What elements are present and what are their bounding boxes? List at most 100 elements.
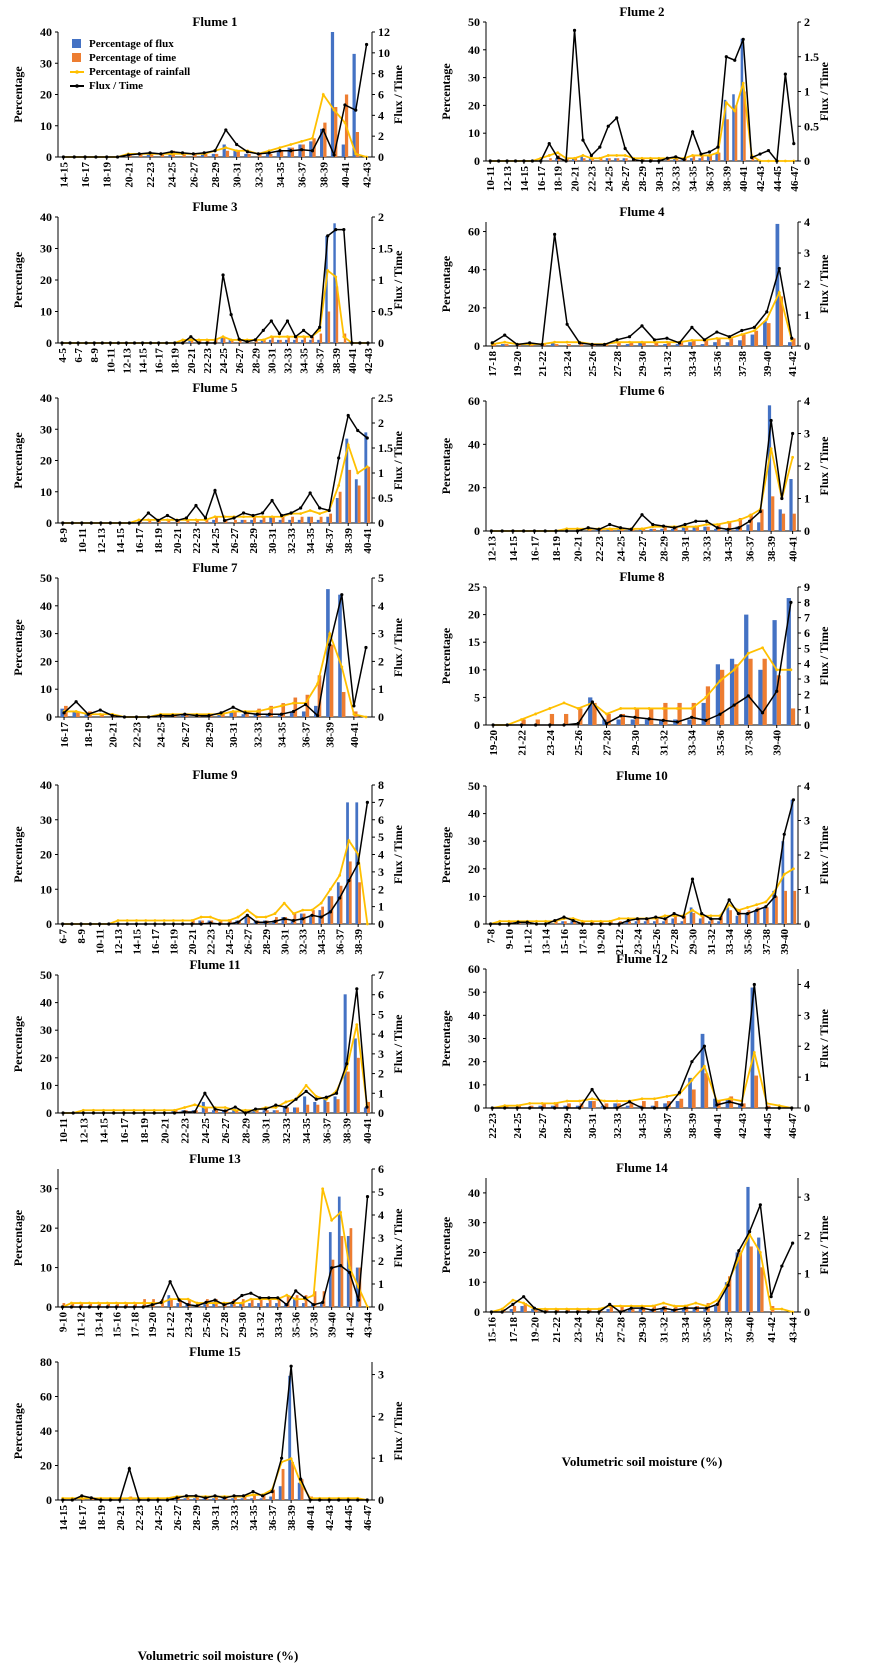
bar-percentage-of-flux [298, 144, 302, 157]
y2-axis-label: Flux / Time [817, 626, 831, 686]
bar-percentage-of-time [290, 147, 295, 157]
bar-percentage-of-flux [72, 711, 77, 717]
bar-percentage-of-time [508, 921, 512, 924]
panel-title: Flume 2 [619, 4, 664, 19]
point-flux-per-time [126, 153, 130, 157]
point-percentage-of-rainfall [576, 527, 579, 531]
bar-percentage-of-time [331, 1259, 335, 1307]
legend-label: Percentage of rainfall [89, 66, 190, 78]
point-flux-per-time [110, 714, 114, 718]
point-flux-per-time [780, 496, 784, 501]
x-tick-label: 25-26 [594, 1317, 606, 1343]
bar-percentage-of-flux [561, 921, 564, 924]
bar-percentage-of-flux [605, 158, 609, 161]
bar-percentage-of-flux [708, 921, 711, 924]
point-flux-per-time [107, 922, 111, 926]
x-tick-label: 40-41 [712, 1113, 724, 1139]
line-flux-per-time [62, 1366, 368, 1501]
point-flux-per-time [718, 712, 722, 716]
point-flux-per-time [195, 714, 199, 718]
bar-percentage-of-flux [171, 1110, 175, 1113]
bar-percentage-of-time [654, 342, 659, 346]
bar-percentage-of-time [642, 342, 646, 346]
x-tick-label: 17-18 [487, 351, 499, 377]
x-tick-label: 30-31 [228, 722, 240, 748]
bar-percentage-of-flux [698, 918, 702, 924]
x-tick-label: 10-11 [485, 166, 497, 191]
bar-percentage-of-time [779, 296, 784, 346]
point-flux-per-time [327, 508, 331, 513]
point-flux-per-time [224, 128, 228, 132]
point-percentage-of-rainfall [665, 340, 669, 344]
y-axis-label: Percentage [439, 437, 453, 494]
point-flux-per-time [608, 1302, 612, 1306]
bar-percentage-of-flux [687, 719, 692, 725]
bar-percentage-of-flux [649, 528, 653, 531]
point-percentage-of-rainfall [649, 156, 652, 160]
bar-percentage-of-time [617, 1103, 621, 1108]
bar-percentage-of-time [295, 1295, 299, 1307]
point-percentage-of-rainfall [328, 632, 332, 635]
bar-percentage-of-time [279, 150, 284, 157]
bar-percentage-of-time [193, 153, 197, 157]
y2-tick-label: 4 [378, 1208, 384, 1222]
point-flux-per-time [293, 335, 298, 339]
x-tick-label: 22-23 [594, 536, 606, 562]
point-percentage-of-rainfall [503, 1104, 507, 1108]
x-tick-label: 12-13 [121, 348, 133, 374]
bar-percentage-of-time [701, 915, 705, 924]
point-flux-per-time [180, 151, 185, 155]
line-flux-per-time [62, 802, 369, 925]
bar-percentage-of-time [751, 158, 755, 161]
point-flux-per-time [365, 436, 369, 440]
y-tick-label: 10 [40, 119, 52, 133]
x-tick-label: 33-34 [687, 351, 699, 377]
point-flux-per-time [747, 1230, 752, 1234]
bar-percentage-of-time [790, 708, 796, 725]
bar-percentage-of-time [529, 344, 534, 346]
point-percentage-of-rainfall [70, 1301, 73, 1305]
point-flux-per-time [310, 149, 315, 153]
bar-percentage-of-time [617, 342, 621, 346]
point-flux-per-time [715, 1302, 719, 1306]
x-tick-label: 33-34 [687, 730, 699, 756]
y2-tick-label: 3 [378, 865, 384, 879]
x-tick-label: 38-39 [286, 1505, 298, 1531]
bar-percentage-of-flux [660, 1309, 664, 1312]
point-percentage-of-rainfall [544, 919, 548, 923]
point-percentage-of-rainfall [740, 333, 744, 336]
bar-percentage-of-flux [763, 907, 766, 924]
legend-label: Flux / Time [89, 80, 143, 92]
x-tick-label: 31-32 [662, 351, 674, 377]
bar-percentage-of-time [504, 1105, 509, 1108]
y2-tick-label: 0 [804, 339, 810, 353]
point-flux-per-time [213, 1107, 217, 1111]
y2-tick-label: 0 [378, 1300, 384, 1314]
point-flux-per-time [70, 521, 74, 525]
point-percentage-of-rainfall [619, 707, 623, 710]
point-percentage-of-rainfall [74, 710, 78, 713]
y2-tick-label: 4 [378, 1027, 384, 1041]
bar-percentage-of-time [285, 1107, 289, 1113]
bar-percentage-of-flux [200, 153, 205, 157]
bar-percentage-of-time [766, 323, 771, 346]
bar-percentage-of-flux [257, 1303, 260, 1307]
point-flux-per-time [752, 982, 756, 987]
bar-percentage-of-flux [323, 1099, 327, 1113]
y2-tick-label: 2 [378, 1254, 384, 1268]
point-percentage-of-rainfall [316, 682, 320, 686]
bar-percentage-of-time [300, 1479, 304, 1500]
x-tick-label: 41-42 [787, 351, 799, 377]
point-percentage-of-rainfall [355, 1023, 359, 1027]
bar-percentage-of-flux [314, 705, 318, 717]
bar-percentage-of-flux [336, 882, 340, 924]
point-flux-per-time [183, 1110, 187, 1114]
bar-percentage-of-time [319, 333, 323, 343]
point-percentage-of-rainfall [125, 919, 129, 922]
point-flux-per-time [127, 521, 131, 525]
point-flux-per-time [791, 1241, 795, 1245]
x-tick-label: 4-5 [57, 348, 69, 363]
bar-percentage-of-flux [167, 1295, 171, 1307]
